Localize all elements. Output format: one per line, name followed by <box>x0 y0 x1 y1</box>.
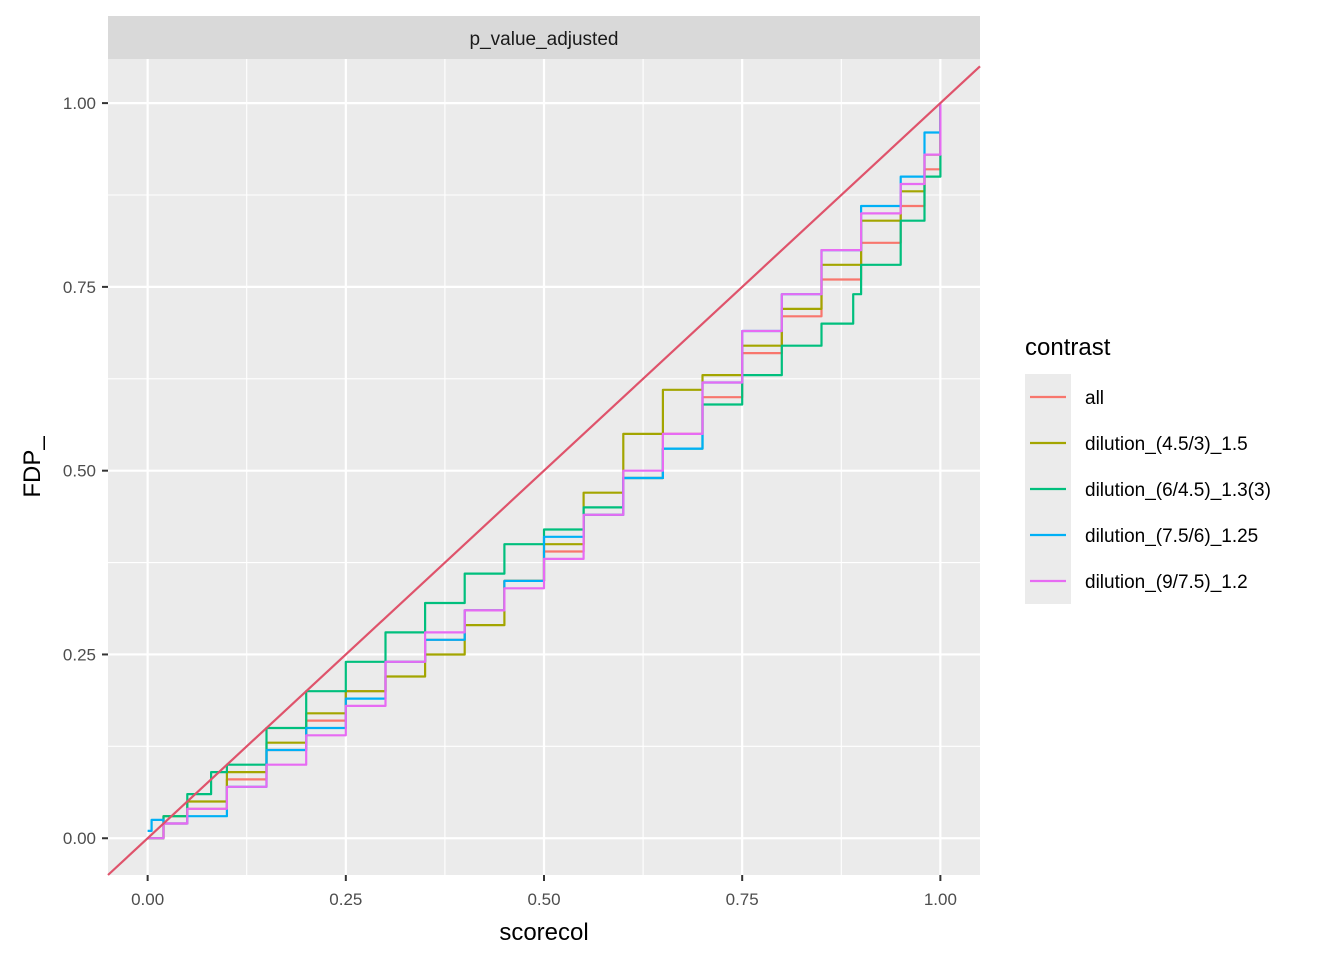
x-axis-title: scorecol <box>499 919 588 946</box>
legend-label-4: dilution_(7.5/6)_1.25 <box>1085 526 1258 547</box>
grid-lines <box>108 59 980 875</box>
legend-title: contrast <box>1025 334 1111 361</box>
series-line-5 <box>147 103 942 840</box>
legend-label-1: all <box>1085 388 1104 409</box>
legend-label-3: dilution_(6/4.5)_1.3(3) <box>1085 480 1271 501</box>
facet-strip-label: p_value_adjusted <box>470 29 619 50</box>
x-tick-label: 0.75 <box>726 890 759 909</box>
y-axis-title: FDP_ <box>19 436 46 498</box>
x-tick-label: 0.25 <box>329 890 362 909</box>
axes: 0.00 0.25 0.50 0.75 1.00 0.00 0.25 0.50 0.75 1.00 <box>63 94 957 909</box>
legend-label-2: dilution_(4.5/3)_1.5 <box>1085 434 1248 455</box>
x-tick-label: 1.00 <box>924 890 957 909</box>
facet-strip <box>108 16 980 59</box>
y-tick-label: 0.00 <box>63 829 96 848</box>
legend: all dilution_(4.5/3)_1.5 dilution_(6/4.5)_… <box>1030 388 1271 593</box>
y-tick-label: 0.75 <box>63 278 96 297</box>
legend-label-5: dilution_(9/7.5)_1.2 <box>1085 572 1248 593</box>
reference-line <box>107 65 981 876</box>
y-tick-label: 0.25 <box>63 645 96 664</box>
x-tick-label: 0.50 <box>527 890 560 909</box>
x-tick-label: 0.00 <box>131 890 164 909</box>
y-tick-label: 1.00 <box>63 94 96 113</box>
y-tick-label: 0.50 <box>63 462 96 481</box>
series-lines <box>107 65 981 876</box>
